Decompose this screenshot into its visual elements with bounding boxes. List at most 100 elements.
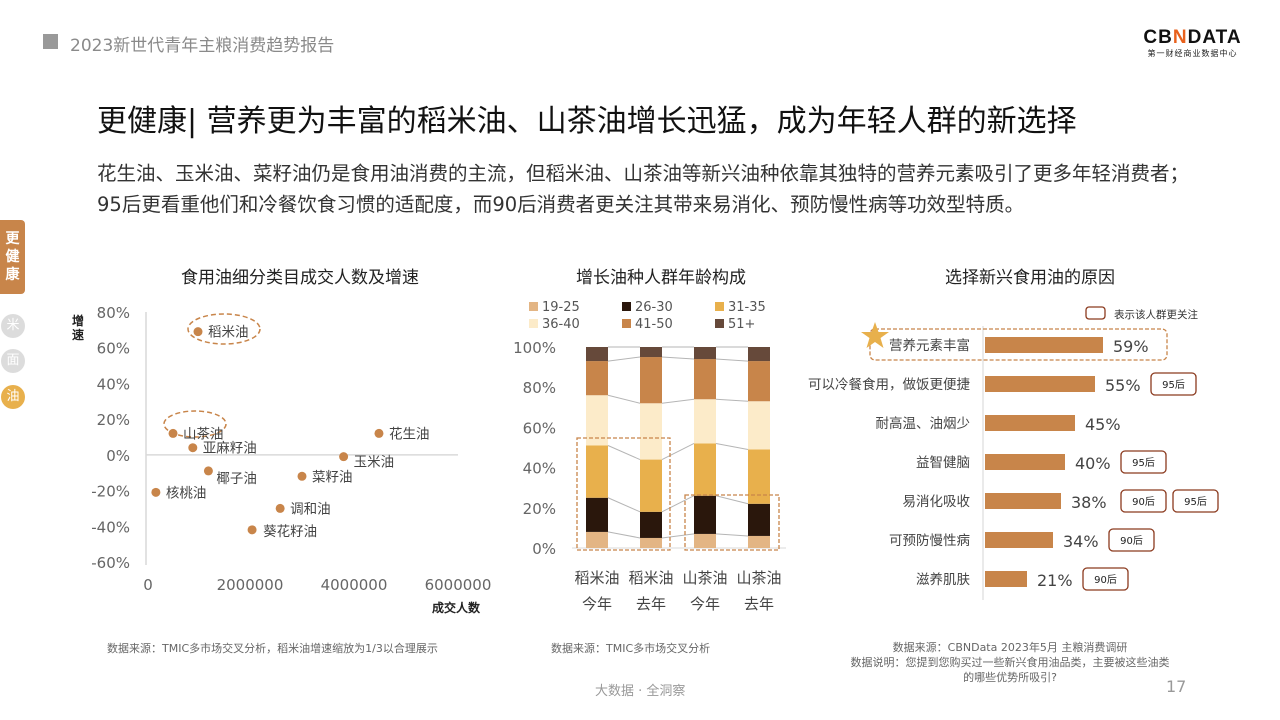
reason-label: 可以冷餐食用，做饭更便捷 [808,376,970,393]
legend-swatch [715,319,724,328]
cohort-tag [1120,450,1167,474]
x-tick-label: 0 [143,576,153,594]
reason-label: 益智健脑 [916,455,970,471]
x-tick-label: 4000000 [321,576,388,594]
scatter-chart-title: 食用油细分类目成交人数及增速 [181,268,419,288]
cohort-tag [1172,489,1219,513]
x-tick-label: 2000000 [217,576,284,594]
highlight-ellipse [187,313,261,345]
point-label: 玉米油 [354,455,395,471]
page-title: 更健康| 营养更为丰富的稻米油、山茶油增长迅猛，成为年轻人群的新选择 [97,104,1077,139]
cohort-tag [1120,489,1167,513]
cohort-tag [1082,567,1129,591]
y-axis-label: 增 [72,313,84,328]
connector-line [607,394,641,404]
reason-bar [985,493,1061,509]
reason-label: 营养元素丰富 [889,337,970,354]
connector-line [661,443,695,461]
bar-segment [694,399,716,444]
reason-bar [985,415,1075,431]
bar-segment [586,395,608,446]
highlight-ellipse [163,410,227,438]
cohort-tag-label: 95后 [1132,457,1155,469]
connector-line [661,495,695,513]
y-tick-label: 60% [97,340,130,358]
bar-segment [640,403,662,460]
reason-value: 59% [1113,337,1149,356]
legend-swatch [715,302,724,311]
cbndata-logo: CBNDATA 第一财经商业数据中心 [1143,27,1242,58]
sidebar-item-rice[interactable]: 米 [1,314,25,338]
y-tick-label: 60% [523,419,556,437]
sidebar-item-noodle[interactable]: 面 [1,349,25,373]
y-tick-label: 40% [523,460,556,478]
report-title: 2023新世代青年主粮消费趋势报告 [70,36,335,56]
bar-segment [748,361,770,402]
y-tick-label: 20% [523,500,556,518]
bar-segment [694,533,716,548]
sidebar-item-oil[interactable]: 油 [1,385,25,409]
reasons-note: 数据来源：CBNData 2023年5月 主粮消费调研 数据说明：您提到您购买过… [850,641,1170,684]
point-label: 菜籽油 [312,469,353,485]
cohort-tag-label: 95后 [1162,379,1185,391]
legend-tag-swatch [1085,306,1106,320]
scatter-point [339,452,349,462]
scatter-point [151,487,161,497]
category-sublabel: 去年 [744,595,774,613]
bar-segment [748,401,770,450]
scatter-point [188,443,198,453]
y-tick-label: 40% [97,375,130,393]
connector-line [661,356,695,360]
scatter-point [297,471,307,481]
x-tick-label: 6000000 [425,576,492,594]
category-label: 山茶油 [736,569,781,587]
stacked-note: 数据来源：TMIC多市场交叉分析 [551,642,711,655]
bar-segment [694,359,716,400]
y-tick-label: 80% [523,379,556,397]
y-tick-label: -40% [91,518,130,536]
reason-label: 易消化吸收 [903,494,971,510]
cohort-tag-label: 90后 [1094,574,1117,586]
y-tick-label: 0% [532,540,556,558]
cohort-tag-label: 95后 [1184,496,1207,508]
point-label: 稻米油 [208,325,249,341]
legend-label: 表示该人群更关注 [1114,308,1198,321]
scatter-point [193,327,203,337]
reason-value: 21% [1037,571,1073,590]
bar-segment [640,347,662,358]
cohort-tag [1108,528,1155,552]
connector-line [661,533,695,539]
legend-swatch [622,319,631,328]
point-label: 葵花籽油 [263,524,317,540]
connector-line [607,356,641,362]
reason-value: 55% [1105,376,1141,395]
highlight-box [684,494,780,551]
bar-segment [640,357,662,404]
connector-line [715,533,749,537]
bar-segment [748,535,770,548]
y-axis-label: 速 [72,327,84,342]
stacked-chart-title: 增长油种人群年龄构成 [576,268,746,288]
connector-line [607,531,641,539]
y-tick-label: 100% [513,339,556,357]
bar-segment [694,347,716,360]
bar-segment [748,347,770,362]
sidebar-tab-health[interactable]: 更健康 [0,220,25,294]
x-axis-label: 成交人数 [432,600,481,615]
connector-line [661,398,695,404]
bar-segment [640,537,662,548]
scatter-point [168,428,178,438]
category-label: 稻米油 [574,569,619,587]
footer-slogan: 大数据 · 全洞察 [595,684,686,699]
reason-bar [985,337,1103,353]
scatter-point [247,525,257,535]
y-tick-label: 80% [97,304,130,322]
reason-bar [985,376,1095,392]
reasons-chart-title: 选择新兴食用油的原因 [945,268,1115,288]
y-tick-label: 0% [106,447,130,465]
bar-segment [748,503,770,536]
bar-segment [748,449,770,504]
bar-segment [586,361,608,396]
reason-value: 34% [1063,532,1099,551]
